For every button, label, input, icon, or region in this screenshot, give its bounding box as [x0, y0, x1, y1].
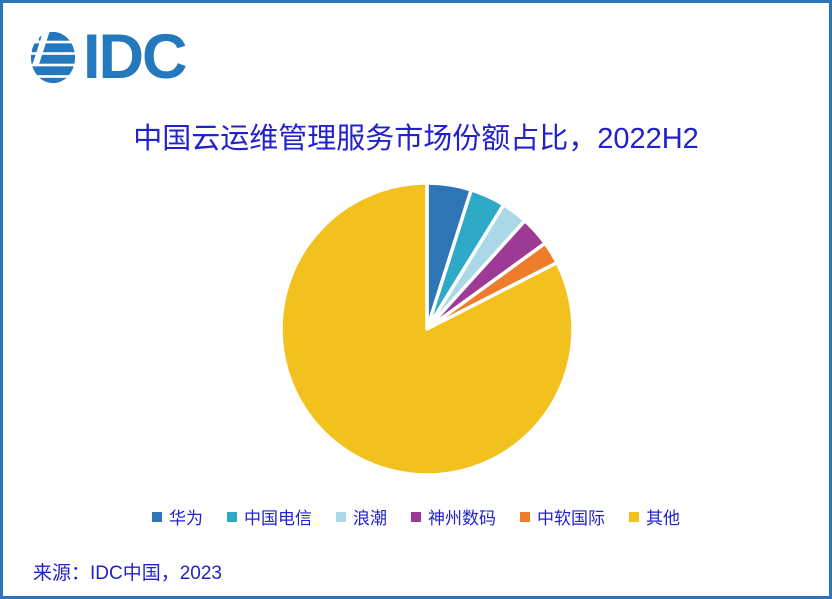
- legend-label: 中软国际: [537, 509, 605, 528]
- legend-item-华为: 华为: [152, 504, 203, 529]
- legend-swatch-icon: [336, 511, 346, 522]
- idc-logo-text: IDC: [83, 22, 187, 92]
- legend-item-中软国际: 中软国际: [520, 504, 605, 529]
- legend-item-浪潮: 浪潮: [336, 504, 387, 529]
- source-note: 来源：IDC中国，2023: [33, 563, 222, 584]
- legend-swatch-icon: [227, 511, 237, 522]
- idc-logo: IDC: [30, 22, 187, 92]
- legend-label: 神州数码: [428, 509, 496, 528]
- legend-label: 其他: [646, 509, 680, 528]
- idc-globe-icon: [30, 31, 76, 83]
- legend-label: 中国电信: [244, 509, 312, 528]
- pie-slice-其他: [279, 181, 575, 477]
- legend-item-神州数码: 神州数码: [411, 504, 496, 529]
- pie-chart: [277, 179, 577, 479]
- legend-swatch-icon: [152, 511, 162, 522]
- legend-item-中国电信: 中国电信: [227, 504, 312, 529]
- legend-item-其他: 其他: [629, 504, 680, 529]
- legend-swatch-icon: [520, 511, 530, 522]
- chart-title: 中国云运维管理服务市场份额占比，2022H2: [133, 123, 699, 155]
- chart-legend: 华为 中国电信 浪潮 神州数码 中软国际 其他: [3, 504, 829, 529]
- legend-swatch-icon: [629, 511, 639, 522]
- legend-label: 华为: [169, 509, 203, 528]
- legend-swatch-icon: [411, 511, 421, 522]
- legend-label: 浪潮: [353, 509, 387, 528]
